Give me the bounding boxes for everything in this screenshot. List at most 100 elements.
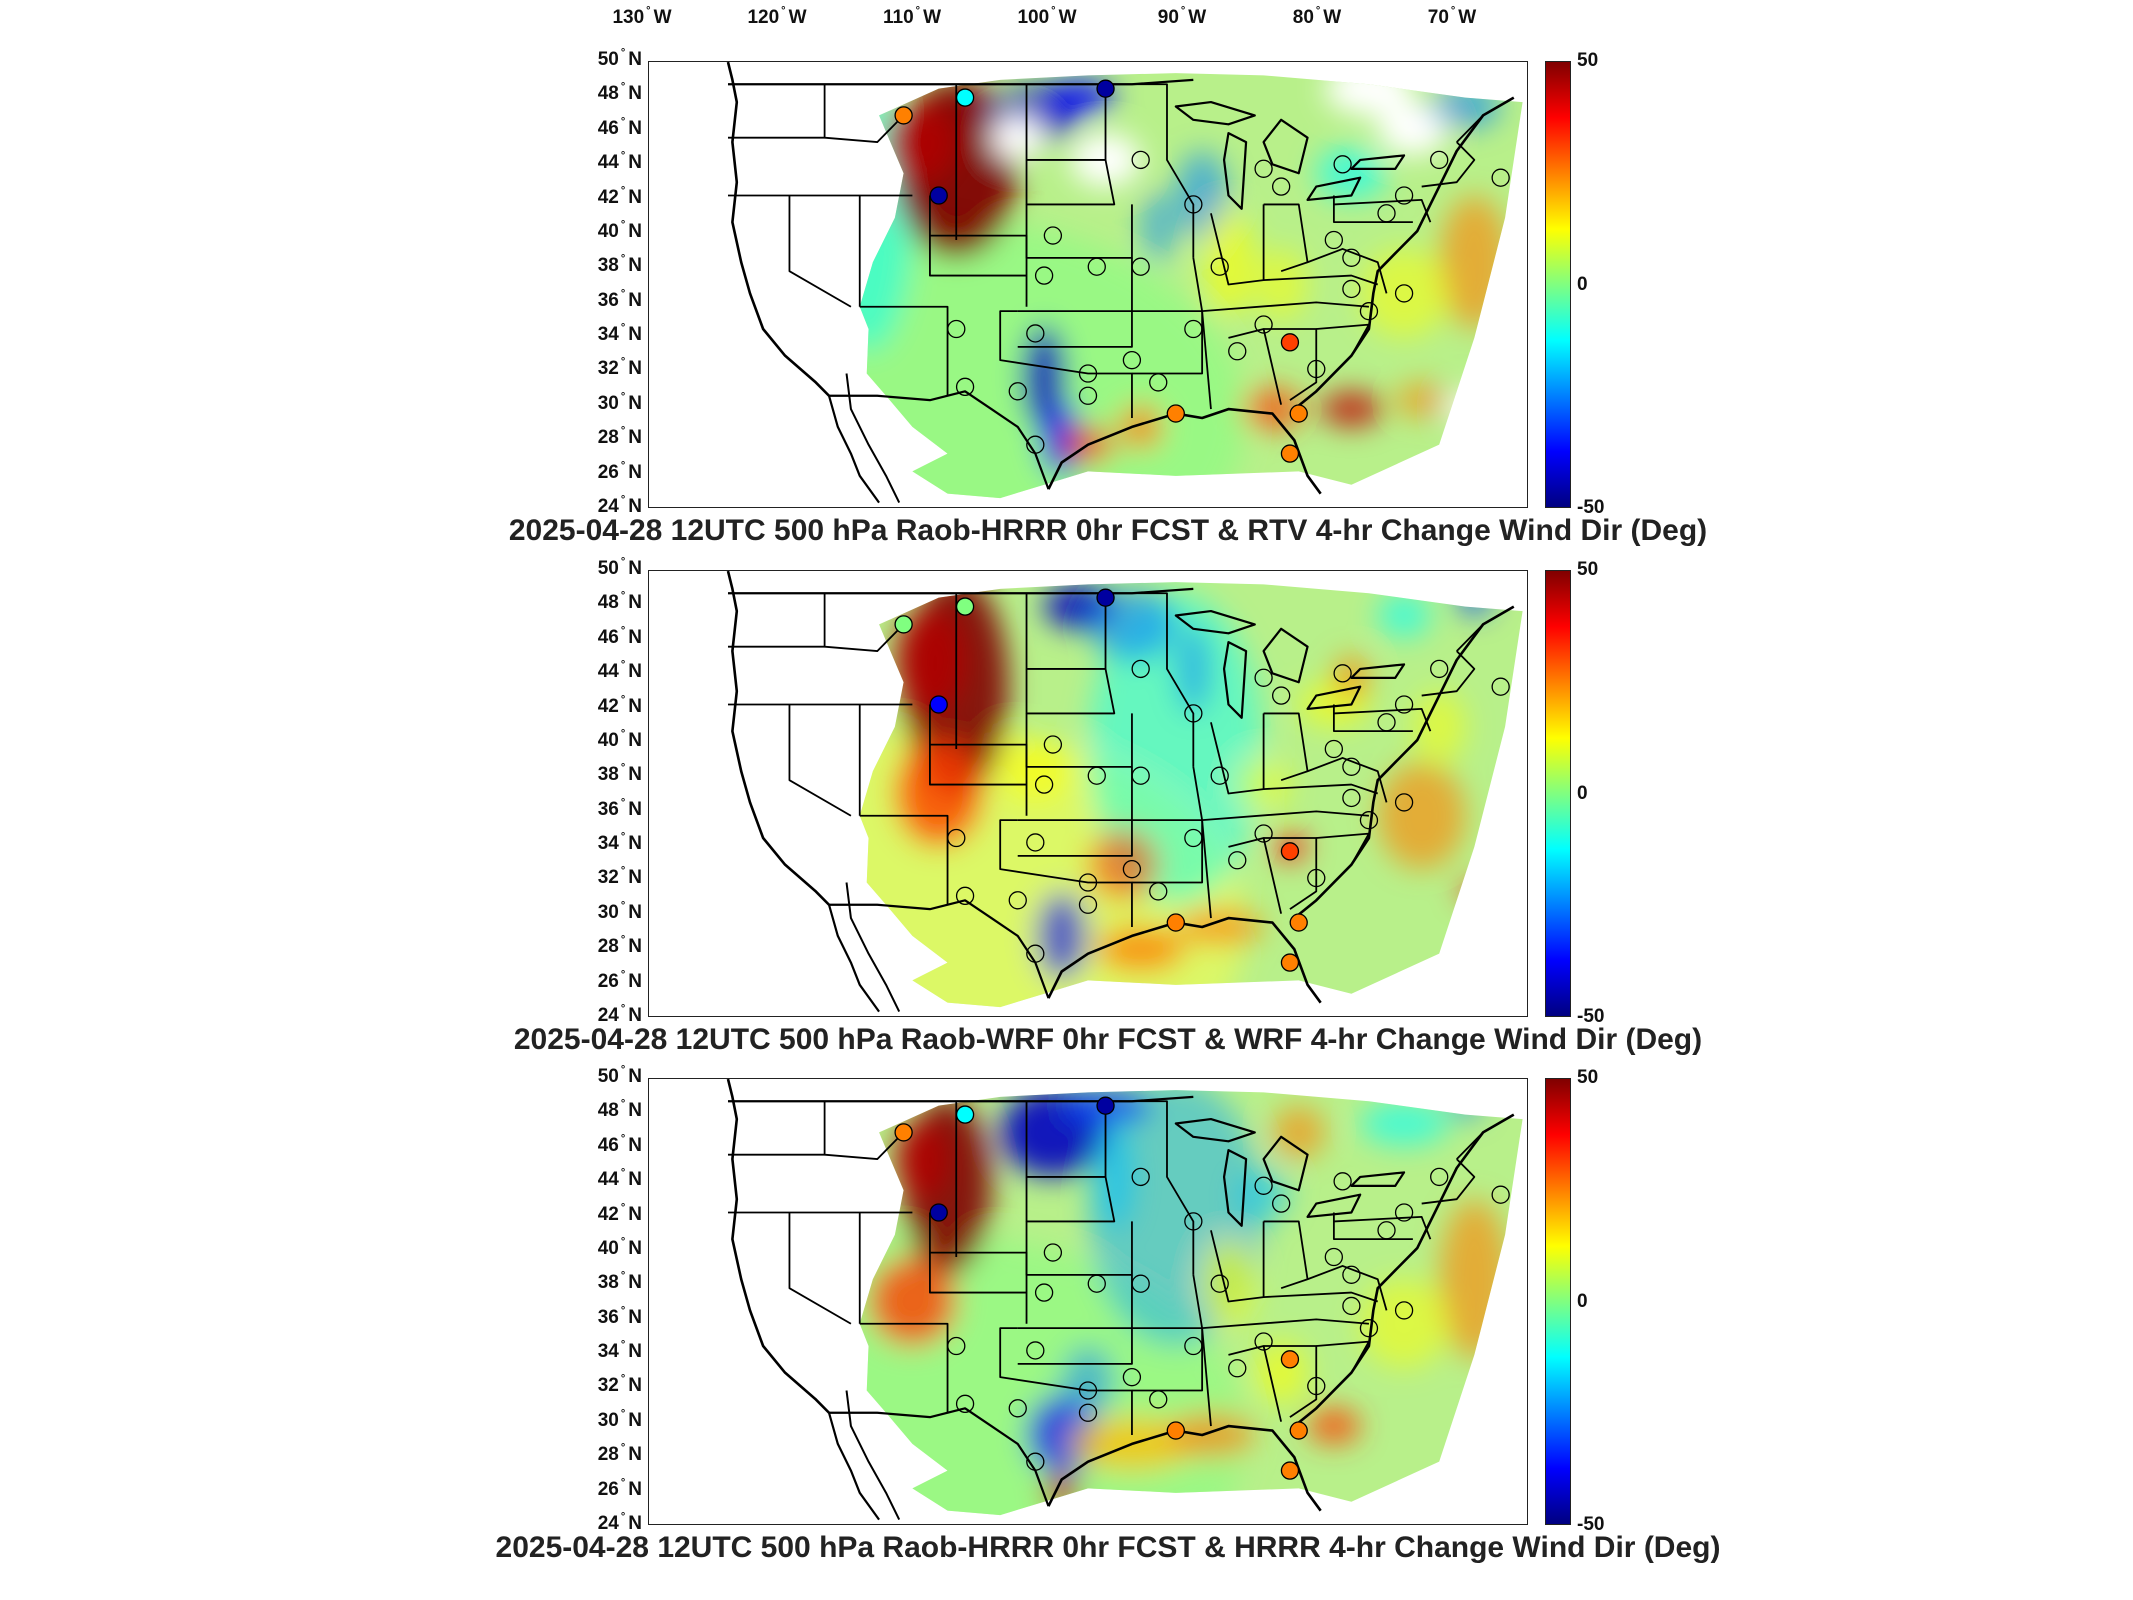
raob-station-marker (1324, 230, 1344, 250)
state-boundary-20 (1263, 712, 1309, 782)
colorbar-tick-mid: 0 (1577, 1290, 1588, 1312)
raob-station-marker (1166, 913, 1185, 932)
lat-label-38n: 38 ° N (597, 762, 642, 786)
raob-stations (894, 79, 1510, 463)
raob-station-marker (1289, 404, 1308, 423)
lat-label-28n: 28 ° N (597, 934, 642, 958)
lon-label-70w: 70 ° W (1427, 5, 1477, 28)
state-boundary-7 (929, 744, 1027, 786)
west-coastline (726, 62, 830, 397)
great-lake-3 (1306, 1193, 1362, 1219)
field-anomaly-23 (1447, 391, 1501, 427)
raob-station-marker (1096, 1096, 1115, 1115)
lat-label-46n: 46 ° N (597, 1132, 642, 1156)
state-boundary-13 (999, 310, 1133, 419)
state-boundary-11 (1025, 713, 1133, 768)
mexico-border (829, 390, 1050, 490)
raob-station-marker (1289, 913, 1308, 932)
raob-station-marker (1131, 1274, 1150, 1293)
gulf-of-california-coast (845, 1390, 901, 1521)
lat-label-42n: 42 ° N (597, 693, 642, 717)
raob-station-marker (1166, 404, 1185, 423)
state-boundary-26 (1333, 1216, 1432, 1240)
field-anomaly-9 (1035, 891, 1088, 981)
lon-label-90w: 90 ° W (1157, 5, 1207, 28)
raob-station-marker (1184, 1336, 1203, 1356)
raob-station-marker (1271, 1194, 1291, 1213)
raob-station-marker (1228, 1359, 1247, 1378)
state-boundary-23 (1263, 837, 1318, 910)
state-boundary-11 (1025, 204, 1133, 259)
raob-station-marker (955, 1394, 975, 1414)
state-boundary-5 (859, 1322, 949, 1413)
raob-station-marker (1491, 1185, 1510, 1204)
raob-station-marker (1280, 1350, 1300, 1369)
state-boundary-16 (1131, 820, 1204, 884)
colorbar-tick-mid: 0 (1577, 273, 1588, 295)
gulf-of-california-coast (845, 882, 901, 1013)
lat-label-44n: 44 ° N (597, 659, 642, 683)
raob-station-marker (1043, 226, 1063, 245)
raob-station-marker (1026, 1452, 1045, 1471)
west-coastline (726, 571, 830, 906)
great-lake-0 (1174, 1117, 1256, 1143)
raob-station-marker (1394, 186, 1414, 205)
field-anomaly-16 (1456, 882, 1510, 901)
raob-station-marker (1280, 1461, 1300, 1480)
lat-label-46n: 46 ° N (597, 624, 642, 648)
raob-station-marker (947, 828, 966, 848)
panel-title-3: 2025-04-28 12UTC 500 hPa Raob-HRRR 0hr F… (495, 1531, 1721, 1564)
field-anomaly-18 (1320, 391, 1383, 427)
raob-station-marker (1008, 1399, 1027, 1418)
raob-station-marker (1149, 373, 1168, 392)
raob-station-marker (1149, 882, 1168, 901)
raob-station-marker (1078, 1381, 1098, 1400)
map-panel-1 (648, 61, 1528, 508)
raob-station-marker (1280, 842, 1300, 861)
raob-station-marker (894, 106, 913, 125)
state-boundary-0 (823, 84, 905, 143)
raob-station-marker (1034, 1283, 1054, 1302)
state-boundary-19 (1210, 1221, 1265, 1303)
raob-station-marker (1131, 659, 1150, 679)
lat-label-30n: 30 ° N (597, 390, 642, 414)
field-anomaly-4 (868, 1257, 957, 1346)
lat-label-30n: 30 ° N (597, 899, 642, 923)
state-boundary-23 (1263, 1345, 1318, 1418)
raob-station-marker (929, 695, 948, 714)
field-anomaly-8 (1088, 829, 1159, 901)
lat-label-50n: 50 ° N (597, 1064, 642, 1087)
raob-station-marker (1307, 359, 1326, 379)
raob-station-marker (1184, 319, 1203, 339)
raob-station-marker (1491, 677, 1510, 696)
raob-station-marker (1087, 766, 1106, 785)
state-boundary-6 (929, 704, 1028, 816)
state-boundary-20 (1263, 1220, 1309, 1290)
raob-station-marker (1184, 1212, 1203, 1231)
state-boundary-6 (929, 1212, 1028, 1324)
raob-station-marker (1228, 342, 1247, 361)
raob-station-marker (1254, 1332, 1273, 1351)
raob-station-marker (1210, 257, 1229, 276)
raob-station-marker (947, 1336, 966, 1356)
state-boundary-19 (1210, 204, 1265, 286)
lat-label-32n: 32 ° N (597, 356, 642, 380)
lat-label-34n: 34 ° N (597, 322, 642, 346)
wind-change-field (859, 73, 1523, 499)
lat-label-42n: 42 ° N (597, 184, 642, 208)
raob-station-marker (1377, 204, 1396, 223)
raob-station-marker (955, 88, 975, 107)
colorbar-tick-min: -50 (1577, 1006, 1605, 1027)
state-boundary-11 (1025, 1221, 1133, 1276)
state-boundary-16 (1131, 311, 1204, 375)
great-lake-2 (1262, 627, 1309, 684)
raob-station-marker (1377, 1221, 1396, 1240)
raob-station-marker (1394, 1203, 1414, 1222)
field-anomaly-20 (1202, 208, 1255, 316)
state-boundary-29 (1456, 623, 1484, 652)
baja-coastline (827, 395, 880, 504)
baja-coastline (827, 1412, 880, 1521)
colorbar-tick-max: 50 (1577, 559, 1599, 580)
raob-station-marker (1342, 1265, 1361, 1284)
wind-change-field (859, 1090, 1523, 1516)
